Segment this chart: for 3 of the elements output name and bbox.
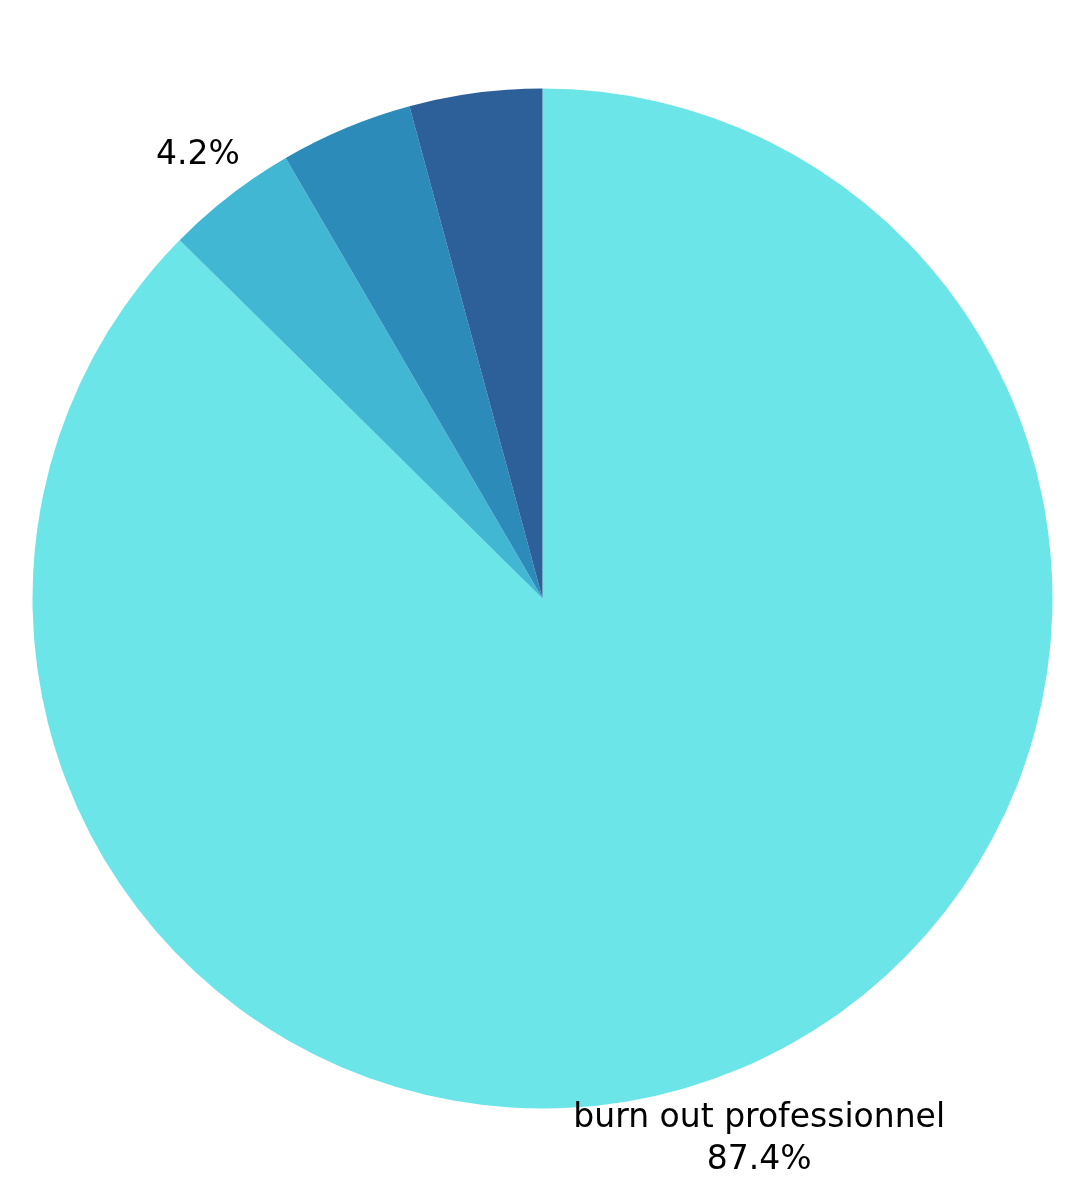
slice-label: burn out professionnel — [573, 1096, 946, 1136]
data-label: 4.2% — [156, 133, 240, 173]
data-label: 87.4% — [706, 1138, 812, 1178]
